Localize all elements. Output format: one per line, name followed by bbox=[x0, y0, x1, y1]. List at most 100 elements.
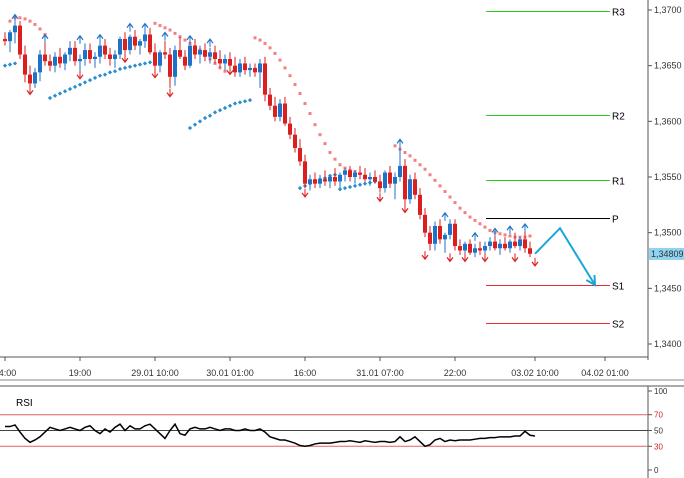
sar-dot bbox=[117, 66, 123, 72]
candle bbox=[8, 30, 12, 53]
candle-body bbox=[248, 67, 252, 71]
candle-body bbox=[448, 223, 452, 235]
candle bbox=[283, 96, 287, 126]
candle bbox=[258, 58, 262, 88]
sar-dot bbox=[187, 125, 193, 131]
candle bbox=[318, 174, 322, 189]
candle-body bbox=[108, 54, 112, 59]
candle bbox=[418, 188, 422, 220]
candle bbox=[193, 38, 197, 59]
candle-body bbox=[198, 50, 202, 55]
candle bbox=[333, 168, 337, 186]
candle-body bbox=[503, 243, 507, 249]
candle-body bbox=[183, 56, 187, 66]
candle-body bbox=[168, 54, 172, 77]
price-frame bbox=[0, 0, 649, 360]
time-tick-label: 03.02 10:00 bbox=[511, 368, 559, 378]
sar-dot bbox=[453, 201, 457, 205]
sar-dot bbox=[362, 181, 368, 186]
sar-dot bbox=[433, 178, 437, 182]
candle bbox=[298, 139, 302, 166]
sar-dot bbox=[173, 31, 177, 35]
candle-body bbox=[508, 241, 512, 249]
sar-dot bbox=[308, 112, 312, 116]
sar-dot bbox=[283, 66, 287, 70]
candle-body bbox=[158, 52, 162, 66]
candle bbox=[118, 36, 122, 59]
candle bbox=[398, 145, 402, 182]
candle bbox=[308, 174, 312, 191]
candle-body bbox=[523, 239, 527, 249]
sar-dot bbox=[333, 157, 337, 161]
candle-body bbox=[293, 134, 297, 149]
candle-body bbox=[178, 50, 182, 57]
sar-dot bbox=[57, 91, 63, 96]
candle-body bbox=[193, 45, 197, 55]
candle bbox=[98, 41, 102, 64]
sar-dot bbox=[268, 46, 272, 50]
candle bbox=[353, 170, 357, 184]
candle bbox=[243, 56, 247, 75]
candle bbox=[18, 21, 22, 59]
candle bbox=[173, 45, 177, 86]
candle-body bbox=[163, 52, 167, 55]
sar-dot bbox=[107, 70, 113, 75]
projection-arrow bbox=[534, 226, 597, 287]
candle-body bbox=[488, 241, 492, 247]
sar-dot bbox=[38, 27, 42, 31]
candle bbox=[378, 174, 382, 193]
candle bbox=[123, 32, 127, 55]
fractal-down-arrow bbox=[531, 261, 539, 267]
candle bbox=[218, 50, 222, 68]
fractal-down-arrow bbox=[376, 196, 384, 203]
candle-body bbox=[453, 223, 457, 247]
candle bbox=[323, 170, 327, 186]
candle bbox=[338, 172, 342, 189]
candle-body bbox=[18, 25, 22, 55]
sar-dot bbox=[303, 102, 307, 106]
candle-body bbox=[128, 36, 132, 51]
candle-body bbox=[333, 177, 337, 182]
candle-body bbox=[513, 241, 517, 247]
candle-body bbox=[233, 65, 237, 73]
candle bbox=[498, 239, 502, 255]
candle bbox=[423, 208, 427, 238]
candle bbox=[428, 225, 432, 251]
candle bbox=[343, 168, 347, 182]
sar-dot bbox=[468, 215, 472, 219]
candle bbox=[513, 232, 517, 249]
candle-body bbox=[93, 56, 97, 59]
candle bbox=[393, 172, 397, 200]
sar-dot bbox=[72, 84, 78, 89]
candle bbox=[208, 47, 212, 64]
fractal-up-arrow bbox=[521, 222, 529, 229]
time-tick-label: 04:00 bbox=[0, 368, 16, 378]
candle-body bbox=[318, 179, 322, 184]
fractal-down-arrow bbox=[421, 254, 429, 261]
candle-body bbox=[253, 67, 257, 73]
pivot-label-p: P bbox=[612, 215, 619, 226]
sar-dot bbox=[408, 154, 412, 158]
candle bbox=[153, 43, 157, 71]
candle-body bbox=[218, 58, 222, 64]
candle-body bbox=[78, 58, 82, 62]
candle bbox=[43, 41, 47, 66]
sar-dot bbox=[62, 89, 68, 94]
candle-body bbox=[288, 123, 292, 135]
fractal-down-arrow bbox=[166, 92, 174, 98]
sar-dot bbox=[7, 62, 13, 67]
fractal-up-arrow bbox=[96, 33, 104, 40]
candle-body bbox=[393, 177, 397, 184]
candle bbox=[248, 63, 252, 77]
candle-body bbox=[208, 52, 212, 57]
candle bbox=[83, 43, 87, 66]
candle bbox=[78, 54, 82, 73]
candle-body bbox=[408, 179, 412, 200]
rsi-tick-label: 30 bbox=[654, 442, 663, 451]
fractal-down-arrow bbox=[446, 257, 454, 263]
sar-dot bbox=[47, 95, 53, 101]
candle bbox=[453, 219, 457, 251]
sar-dot bbox=[337, 187, 343, 192]
candle-body bbox=[38, 54, 42, 73]
time-tick-label: 19:00 bbox=[69, 368, 92, 378]
